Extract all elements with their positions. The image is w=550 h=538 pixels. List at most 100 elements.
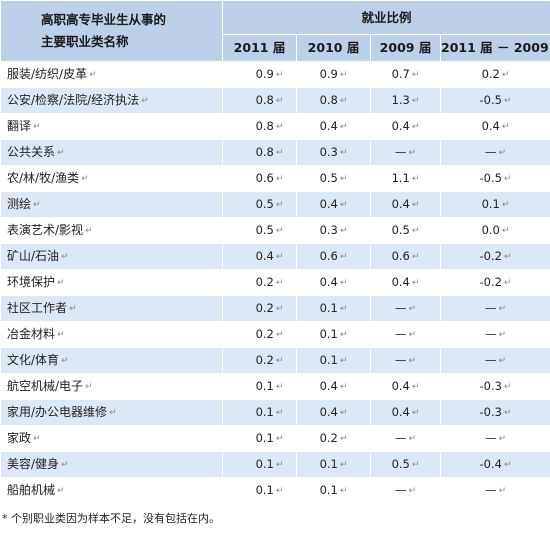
value-2011: 0.1 (255, 405, 274, 419)
value-2009: — (394, 353, 407, 367)
paragraph-mark-icon: ↵ (339, 304, 348, 314)
paragraph-mark-icon: ↵ (69, 304, 77, 314)
value-2011: 0.8 (255, 119, 274, 133)
occupation-name-cell: 文化/体育 ↵ (0, 347, 223, 374)
value-2010: 0.1 (319, 353, 338, 367)
paragraph-mark-icon: ↵ (503, 174, 512, 184)
value-2009-cell: 1.1 ↵ (370, 165, 441, 192)
paragraph-mark-icon: ↵ (503, 252, 512, 262)
paragraph-mark-icon: ↵ (498, 356, 507, 366)
paragraph-mark-icon: ↵ (275, 486, 284, 496)
value-2011: 0.6 (255, 171, 274, 185)
paragraph-mark-icon: ↵ (411, 226, 420, 236)
value-2011: 0.2 (255, 275, 274, 289)
paragraph-mark-icon: ↵ (501, 70, 510, 80)
value-2009-cell: 0.4 ↵ (370, 269, 441, 296)
value-2009: 0.5 (391, 457, 410, 471)
value-2009: 0.6 (391, 249, 410, 263)
col-header-2010: 2010 届 (296, 34, 371, 62)
paragraph-mark-icon: ↵ (501, 200, 510, 210)
value-2010: 0.1 (319, 457, 338, 471)
value-2010-cell: 0.1 ↵ (296, 321, 371, 348)
value-2010: 0.1 (319, 483, 338, 497)
value-change: — (484, 483, 497, 497)
paragraph-mark-icon: ↵ (275, 278, 284, 288)
paragraph-mark-icon: ↵ (275, 330, 284, 340)
paragraph-mark-icon: ↵ (275, 382, 284, 392)
paragraph-mark-icon: ↵ (339, 122, 348, 132)
value-2011: 0.1 (255, 431, 274, 445)
paragraph-mark-icon: ↵ (408, 148, 417, 158)
value-change: 0.2 (481, 67, 500, 81)
value-change-cell: — ↵ (439, 139, 550, 166)
occupation-name-cell: 服装/纺织/皮革 ↵ (0, 61, 223, 88)
occupation-name-cell: 表演艺术/影视 ↵ (0, 217, 223, 244)
occupation-name-cell: 冶金材料 ↵ (0, 321, 223, 348)
occupation-name: 服装/纺织/皮革 (7, 67, 88, 81)
value-2011-cell: 0.5 ↵ (222, 191, 297, 218)
paragraph-mark-icon: ↵ (498, 304, 507, 314)
paragraph-mark-icon: ↵ (109, 408, 117, 418)
occupation-name: 社区工作者 (7, 301, 68, 315)
paragraph-mark-icon: ↵ (81, 174, 89, 184)
value-2009: 0.4 (391, 197, 410, 211)
value-2009-cell: — ↵ (370, 321, 441, 348)
occupation-name: 文化/体育 (7, 353, 60, 367)
paragraph-mark-icon: ↵ (503, 96, 512, 106)
paragraph-mark-icon: ↵ (503, 460, 512, 470)
value-change-cell: -0.2 ↵ (439, 269, 550, 296)
paragraph-mark-icon: ↵ (411, 382, 420, 392)
value-2010: 0.4 (319, 197, 338, 211)
value-2009-cell: 0.4 ↵ (370, 191, 441, 218)
paragraph-mark-icon: ↵ (339, 70, 348, 80)
table-row: 翻译 ↵ 0.8 ↵ 0.4 ↵ 0.4 ↵ 0.4 ↵ (0, 113, 550, 140)
value-2011-cell: 0.5 ↵ (222, 217, 297, 244)
value-2010: 0.6 (319, 249, 338, 263)
paragraph-mark-icon: ↵ (498, 486, 507, 496)
value-2009: 0.4 (391, 405, 410, 419)
paragraph-mark-icon: ↵ (503, 278, 512, 288)
value-2009-cell: — ↵ (370, 139, 441, 166)
value-2011-cell: 0.8 ↵ (222, 139, 297, 166)
value-2011-cell: 0.4 ↵ (222, 243, 297, 270)
paragraph-mark-icon: ↵ (408, 434, 417, 444)
value-2009: 0.4 (391, 275, 410, 289)
value-2010: 0.8 (319, 93, 338, 107)
value-2009: — (394, 431, 407, 445)
value-2010: 0.1 (319, 301, 338, 315)
value-change-cell: -0.3 ↵ (439, 373, 550, 400)
paragraph-mark-icon: ↵ (339, 382, 348, 392)
occupation-name: 航空机械/电子 (7, 379, 84, 393)
value-2010: 0.3 (319, 145, 338, 159)
paragraph-mark-icon: ↵ (408, 486, 417, 496)
paragraph-mark-icon: ↵ (275, 304, 284, 314)
value-2009-cell: 0.5 ↵ (370, 451, 441, 478)
table-row: 冶金材料 ↵ 0.2 ↵ 0.1 ↵ — ↵ — ↵ (0, 321, 550, 348)
paragraph-mark-icon: ↵ (498, 148, 507, 158)
value-change-cell: -0.2 ↵ (439, 243, 550, 270)
paragraph-mark-icon: ↵ (275, 148, 284, 158)
paragraph-mark-icon: ↵ (498, 330, 507, 340)
paragraph-mark-icon: ↵ (411, 174, 420, 184)
value-change-cell: — ↵ (439, 477, 550, 504)
value-2010: 0.4 (319, 119, 338, 133)
table-row: 家政 ↵ 0.1 ↵ 0.2 ↵ — ↵ — ↵ (0, 425, 550, 452)
occupation-name: 测绘 (7, 197, 32, 211)
value-2009: 0.5 (391, 223, 410, 237)
value-2009-cell: 0.4 ↵ (370, 113, 441, 140)
paragraph-mark-icon: ↵ (339, 148, 348, 158)
occupation-name: 船舶机械 (7, 483, 56, 497)
paragraph-mark-icon: ↵ (339, 434, 348, 444)
paragraph-mark-icon: ↵ (33, 200, 41, 210)
occupation-name: 公共关系 (7, 145, 56, 159)
table-row: 美容/健身 ↵ 0.1 ↵ 0.1 ↵ 0.5 ↵ -0.4 ↵ (0, 451, 550, 478)
value-2010-cell: 0.4 ↵ (296, 269, 371, 296)
paragraph-mark-icon: ↵ (57, 278, 65, 288)
occupation-name: 翻译 (7, 119, 32, 133)
value-2010-cell: 0.4 ↵ (296, 113, 371, 140)
occupation-name: 冶金材料 (7, 327, 56, 341)
paragraph-mark-icon: ↵ (411, 278, 420, 288)
paragraph-mark-icon: ↵ (339, 252, 348, 262)
value-change-cell: -0.3 ↵ (439, 399, 550, 426)
occupation-name: 家用/办公电器维修 (7, 405, 108, 419)
